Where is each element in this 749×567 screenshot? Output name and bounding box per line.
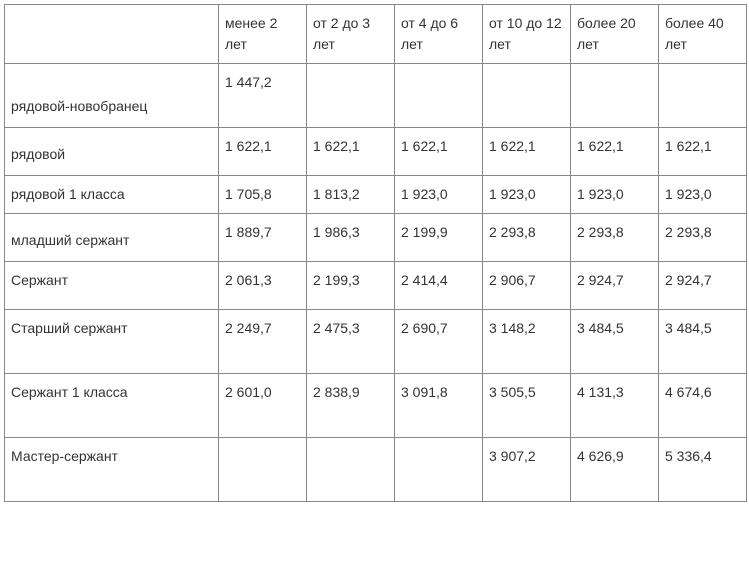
rank-cell: рядовой 1 класса xyxy=(5,176,219,214)
table-body: рядовой-новобранец 1 447,2 рядовой 1 622… xyxy=(5,64,747,502)
data-cell: 1 622,1 xyxy=(395,128,483,176)
rank-cell: рядовой xyxy=(5,128,219,176)
data-cell: 4 674,6 xyxy=(659,374,747,438)
table-row: Старший сержант 2 249,7 2 475,3 2 690,7 … xyxy=(5,310,747,374)
data-cell: 4 131,3 xyxy=(571,374,659,438)
data-cell: 2 199,3 xyxy=(307,262,395,310)
header-col-5: более 20 лет xyxy=(571,5,659,64)
rank-cell: Сержант 1 класса xyxy=(5,374,219,438)
data-cell: 2 690,7 xyxy=(395,310,483,374)
data-cell: 1 622,1 xyxy=(483,128,571,176)
data-cell: 5 336,4 xyxy=(659,438,747,502)
data-cell: 1 705,8 xyxy=(219,176,307,214)
data-cell xyxy=(659,64,747,128)
data-cell xyxy=(395,64,483,128)
rank-cell: рядовой-новобранец xyxy=(5,64,219,128)
table-row: рядовой 1 класса 1 705,8 1 813,2 1 923,0… xyxy=(5,176,747,214)
table-row: рядовой 1 622,1 1 622,1 1 622,1 1 622,1 … xyxy=(5,128,747,176)
table-row: младший сержант 1 889,7 1 986,3 2 199,9 … xyxy=(5,214,747,262)
data-cell: 2 475,3 xyxy=(307,310,395,374)
data-cell: 1 622,1 xyxy=(659,128,747,176)
data-cell: 1 923,0 xyxy=(395,176,483,214)
data-cell: 1 923,0 xyxy=(659,176,747,214)
data-cell: 3 148,2 xyxy=(483,310,571,374)
header-col-2: от 2 до 3 лет xyxy=(307,5,395,64)
data-cell xyxy=(307,438,395,502)
rank-cell: Сержант xyxy=(5,262,219,310)
data-cell: 2 061,3 xyxy=(219,262,307,310)
data-cell: 3 091,8 xyxy=(395,374,483,438)
header-col-1: менее 2 лет xyxy=(219,5,307,64)
data-cell: 1 923,0 xyxy=(483,176,571,214)
header-col-6: более 40 лет xyxy=(659,5,747,64)
rank-cell: Старший сержант xyxy=(5,310,219,374)
table-row: Сержант 1 класса 2 601,0 2 838,9 3 091,8… xyxy=(5,374,747,438)
data-cell: 4 626,9 xyxy=(571,438,659,502)
data-cell: 3 907,2 xyxy=(483,438,571,502)
data-cell: 2 293,8 xyxy=(483,214,571,262)
data-cell: 2 293,8 xyxy=(571,214,659,262)
data-cell: 1 813,2 xyxy=(307,176,395,214)
data-cell: 2 199,9 xyxy=(395,214,483,262)
data-cell: 2 414,4 xyxy=(395,262,483,310)
table-row: рядовой-новобранец 1 447,2 xyxy=(5,64,747,128)
data-cell: 2 249,7 xyxy=(219,310,307,374)
table-row: Сержант 2 061,3 2 199,3 2 414,4 2 906,7 … xyxy=(5,262,747,310)
header-col-4: от 10 до 12 лет xyxy=(483,5,571,64)
data-cell xyxy=(571,64,659,128)
data-cell: 1 622,1 xyxy=(219,128,307,176)
header-col-3: от 4 до 6 лет xyxy=(395,5,483,64)
pay-table: менее 2 лет от 2 до 3 лет от 4 до 6 лет … xyxy=(4,4,747,502)
data-cell: 2 906,7 xyxy=(483,262,571,310)
rank-cell: младший сержант xyxy=(5,214,219,262)
table-row: Мастер-сержант 3 907,2 4 626,9 5 336,4 xyxy=(5,438,747,502)
data-cell: 3 484,5 xyxy=(571,310,659,374)
data-cell: 2 924,7 xyxy=(659,262,747,310)
data-cell: 1 986,3 xyxy=(307,214,395,262)
data-cell xyxy=(307,64,395,128)
data-cell: 1 622,1 xyxy=(307,128,395,176)
data-cell: 1 889,7 xyxy=(219,214,307,262)
data-cell: 3 505,5 xyxy=(483,374,571,438)
data-cell: 2 293,8 xyxy=(659,214,747,262)
data-cell: 2 924,7 xyxy=(571,262,659,310)
data-cell: 3 484,5 xyxy=(659,310,747,374)
rank-cell: Мастер-сержант xyxy=(5,438,219,502)
data-cell xyxy=(395,438,483,502)
data-cell: 2 838,9 xyxy=(307,374,395,438)
header-rank xyxy=(5,5,219,64)
data-cell: 1 447,2 xyxy=(219,64,307,128)
data-cell xyxy=(483,64,571,128)
data-cell xyxy=(219,438,307,502)
data-cell: 2 601,0 xyxy=(219,374,307,438)
data-cell: 1 923,0 xyxy=(571,176,659,214)
table-header-row: менее 2 лет от 2 до 3 лет от 4 до 6 лет … xyxy=(5,5,747,64)
data-cell: 1 622,1 xyxy=(571,128,659,176)
